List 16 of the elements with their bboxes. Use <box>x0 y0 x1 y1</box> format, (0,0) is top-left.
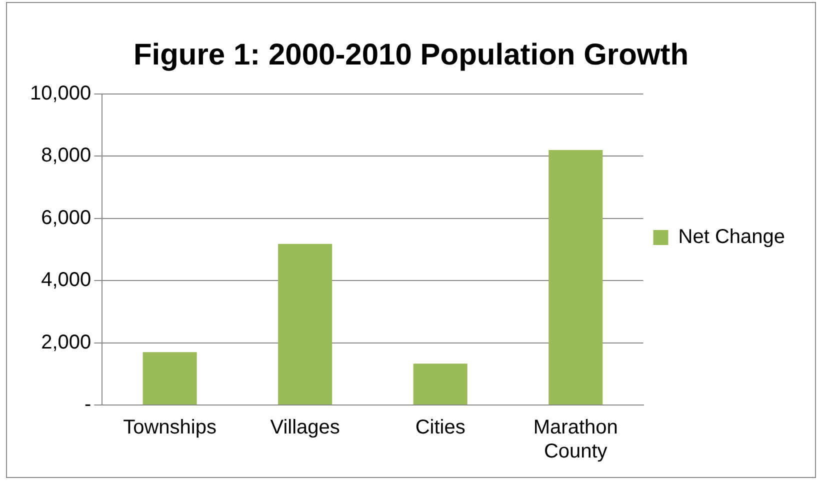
legend-label: Net Change <box>678 226 786 248</box>
y-tick-label: - <box>84 394 92 416</box>
bar <box>548 150 603 404</box>
x-tick-label: Townships <box>123 416 217 439</box>
x-tick-label: Marathon County <box>533 416 618 463</box>
chart-title: Figure 1: 2000-2010 Population Growth <box>133 38 689 72</box>
x-tick-label: Cities <box>415 416 466 439</box>
y-tick-label: 4,000 <box>41 269 92 292</box>
y-tick-label: 6,000 <box>41 206 92 229</box>
bar <box>413 364 468 404</box>
y-tick-label: 10,000 <box>30 82 92 105</box>
bar <box>142 352 197 404</box>
x-tick-label: Villages <box>270 416 340 439</box>
y-tick-label: 8,000 <box>41 144 92 167</box>
bar <box>278 244 332 404</box>
y-tick-label: 2,000 <box>41 331 92 354</box>
